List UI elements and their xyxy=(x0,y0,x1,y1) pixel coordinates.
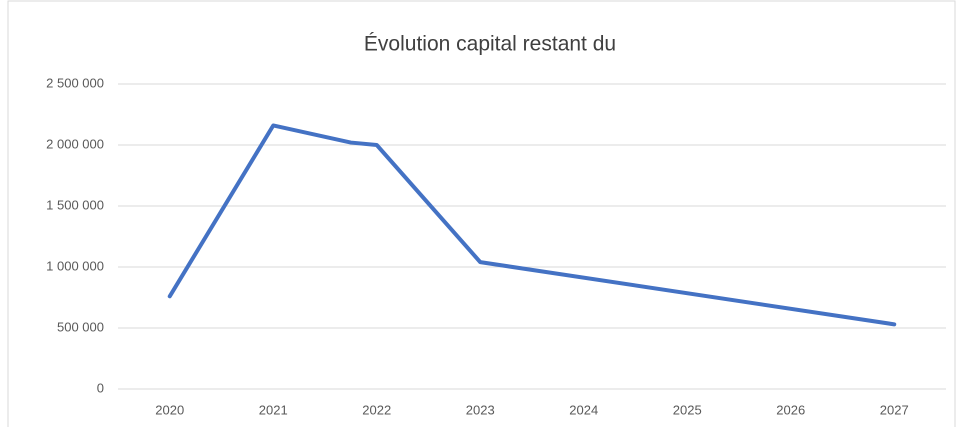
x-tick-label: 2025 xyxy=(673,402,702,417)
chart-frame xyxy=(7,0,956,427)
x-tick-label: 2022 xyxy=(362,402,391,417)
x-tick-label: 2027 xyxy=(880,402,909,417)
y-tick-label: 2 500 000 xyxy=(46,75,104,90)
y-tick-label: 1 500 000 xyxy=(46,197,104,212)
x-tick-label: 2026 xyxy=(776,402,805,417)
y-tick-label: 0 xyxy=(97,380,104,395)
chart-title: Évolution capital restant du xyxy=(364,33,616,56)
x-tick-label: 2021 xyxy=(259,402,288,417)
data-line xyxy=(167,123,897,327)
x-tick-label: 2020 xyxy=(155,402,184,417)
y-tick-label: 500 000 xyxy=(57,319,104,334)
x-tick-label: 2023 xyxy=(466,402,495,417)
y-tick-label: 1 000 000 xyxy=(46,258,104,273)
y-tick-label: 2 000 000 xyxy=(46,136,104,151)
x-tick-label: 2024 xyxy=(569,402,598,417)
